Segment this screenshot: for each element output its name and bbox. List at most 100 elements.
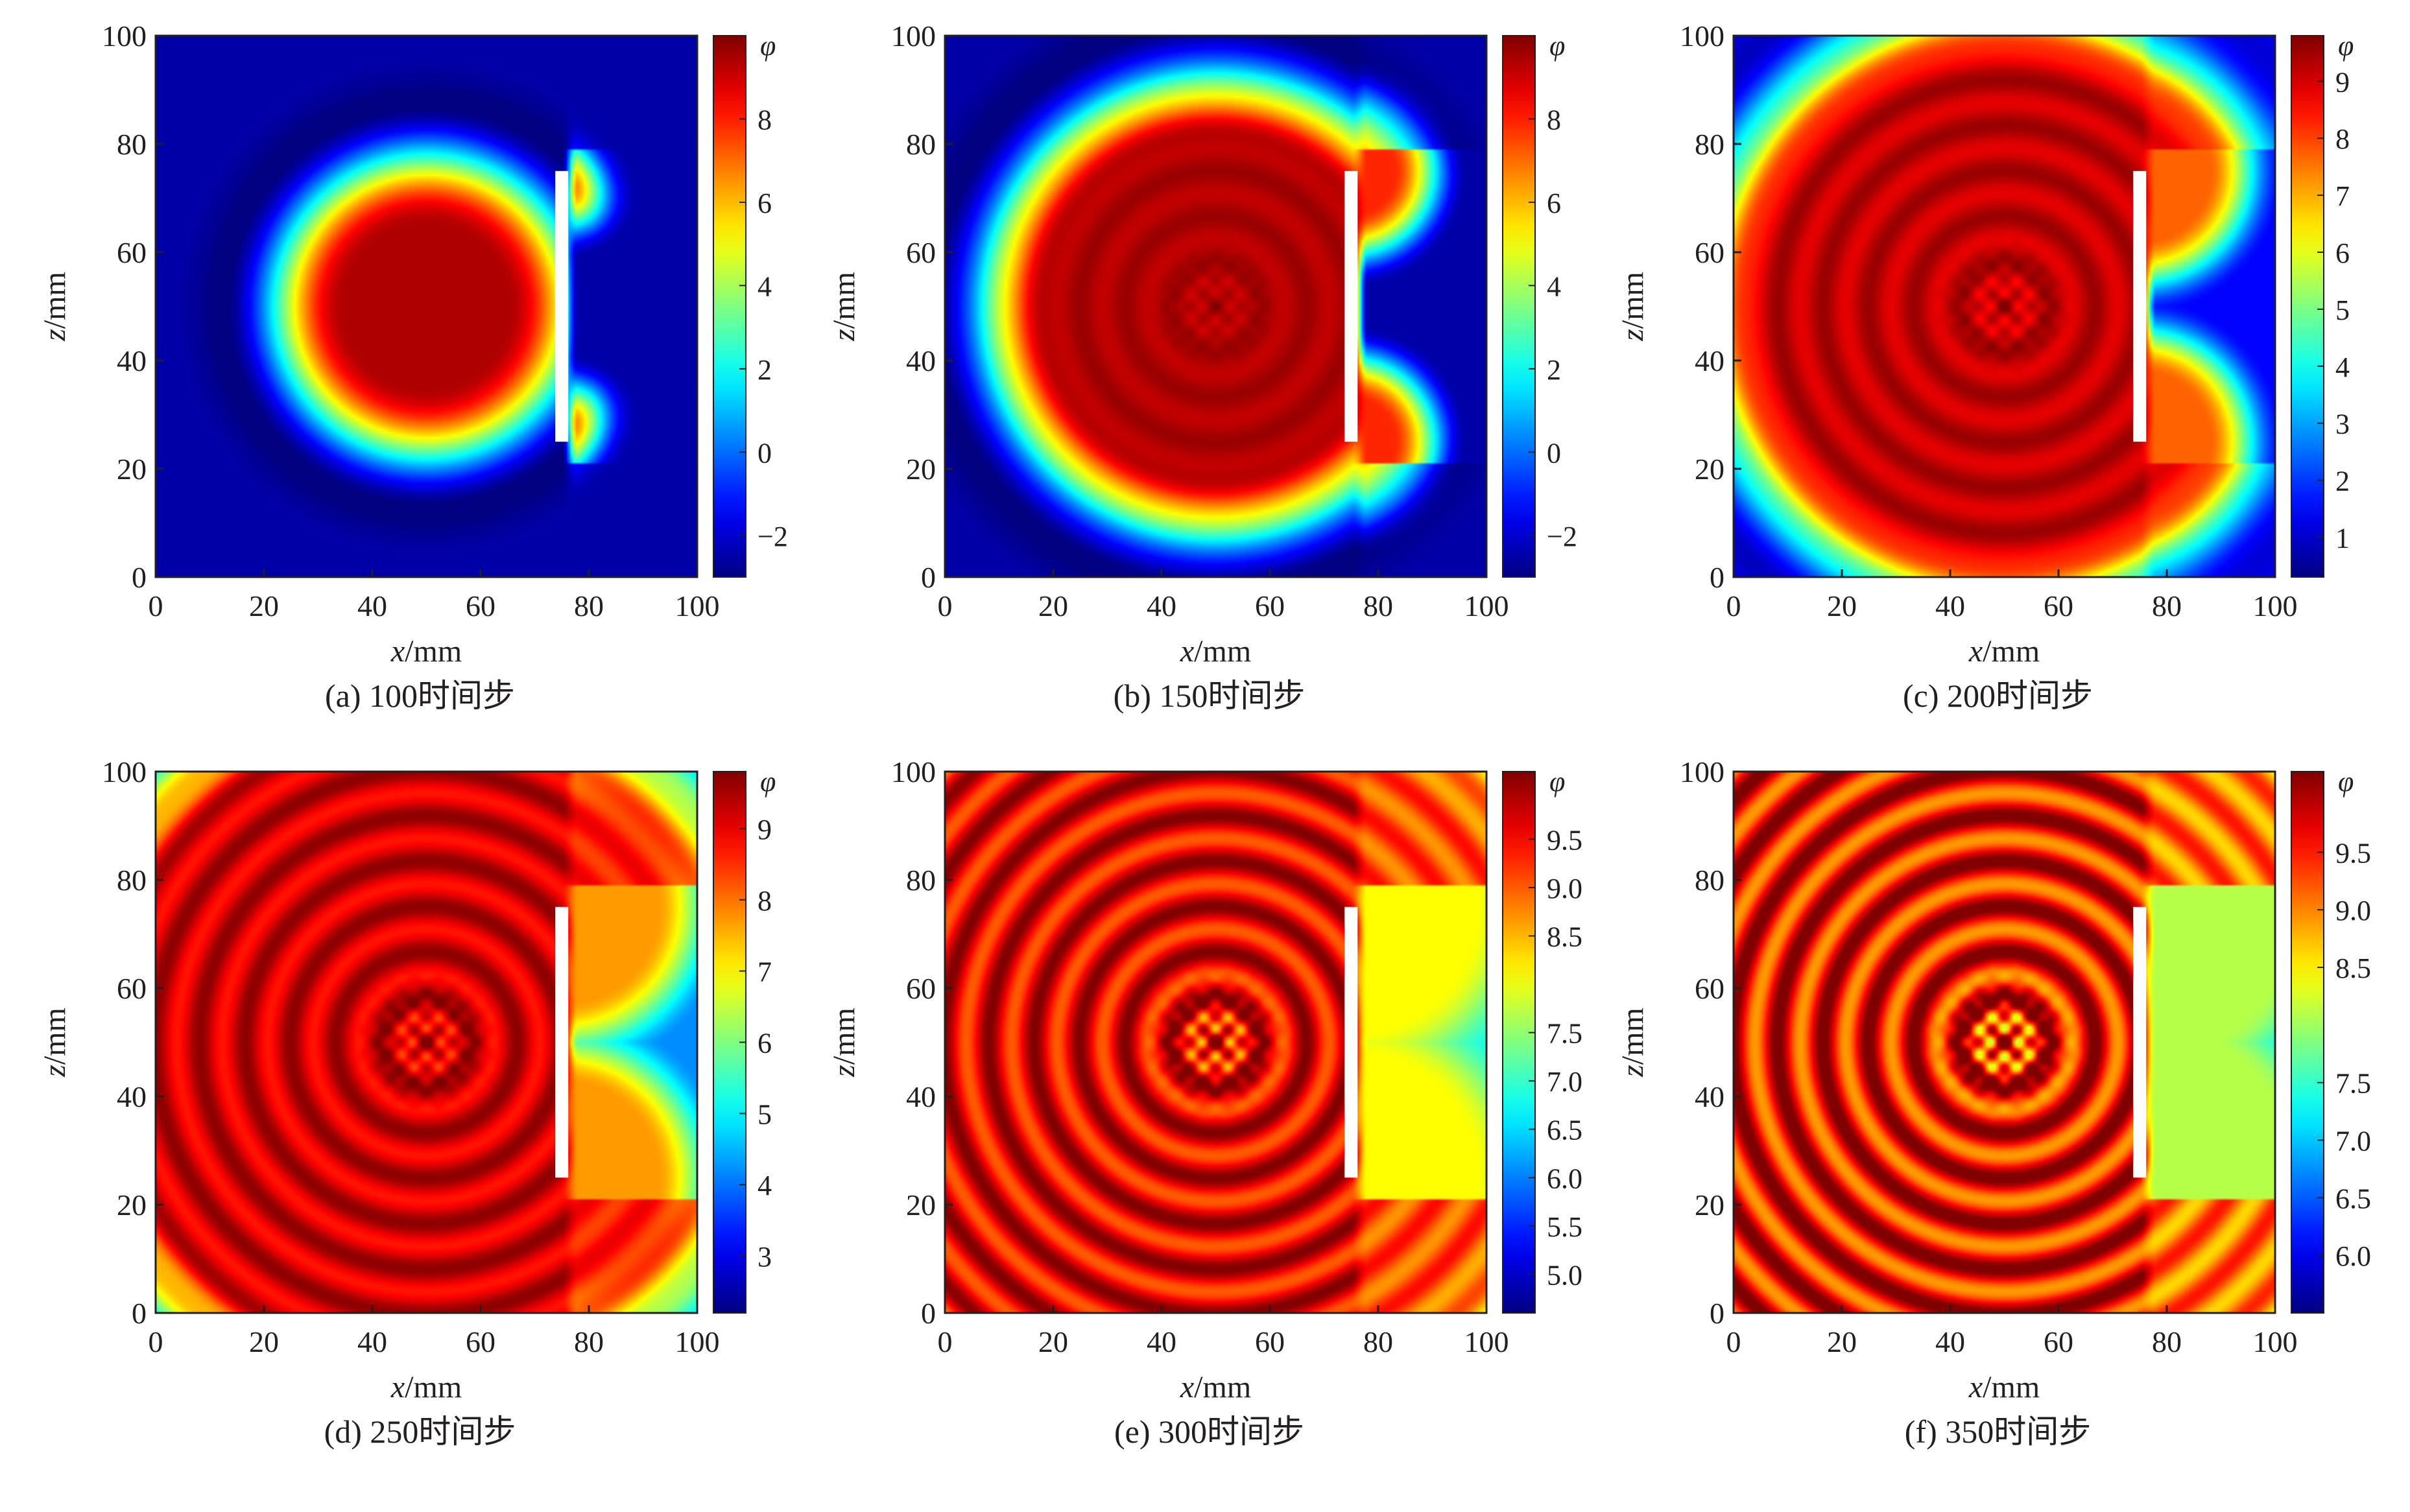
y-tick-label: 80 xyxy=(117,128,147,161)
y-tick-label: 40 xyxy=(906,1080,936,1113)
colorbar-symbol: φ xyxy=(2338,766,2354,797)
colorbar-tick-label: 7.0 xyxy=(1547,1066,1582,1098)
heatmap-image xyxy=(1734,36,2275,577)
colorbar-tick-label: 7.5 xyxy=(1547,1018,1582,1050)
x-tick-label: 60 xyxy=(1255,589,1285,622)
plot-frame xyxy=(1732,770,2276,1314)
x-tick-label: 20 xyxy=(1038,1325,1068,1358)
x-tick-label: 60 xyxy=(466,1325,495,1358)
colorbar-tick-label: −2 xyxy=(758,521,788,552)
x-axis-label: x/mm xyxy=(1968,1370,2040,1404)
colorbar-tick-label: 9.5 xyxy=(2335,837,2371,869)
plot-frame xyxy=(944,770,1488,1314)
colorbar-tick-label: 5.5 xyxy=(1547,1211,1582,1243)
colorbar-tick-label: 6.5 xyxy=(2335,1183,2371,1214)
panel-e: 0 20 40 60 80 100 0 20 40 60 80 100 x/mm z/mm (e) 300时… xyxy=(827,755,1582,1450)
y-tick-label: 100 xyxy=(102,755,147,788)
x-tick-label: 80 xyxy=(2152,1325,2182,1358)
y-tick-label: 100 xyxy=(1680,755,1724,788)
heatmap-image xyxy=(1734,772,2275,1313)
colorbar-tick-label: 8 xyxy=(1547,104,1561,136)
x-tick-label: 40 xyxy=(357,1325,387,1358)
x-tick-label: 100 xyxy=(675,1325,720,1358)
y-tick-label: 60 xyxy=(1695,972,1724,1005)
y-tick-label: 80 xyxy=(906,128,936,161)
y-axis-label: z/mm xyxy=(827,272,861,342)
plot-frame xyxy=(154,34,698,578)
y-tick-label: 0 xyxy=(921,1297,936,1330)
panel-caption: (b) 150时间步 xyxy=(1114,678,1306,714)
x-tick-label: 0 xyxy=(149,589,163,622)
x-tick-label: 0 xyxy=(938,1325,953,1358)
y-axis-label: z/mm xyxy=(38,1008,72,1078)
colorbar xyxy=(713,35,746,578)
x-tick-label: 20 xyxy=(249,589,279,622)
y-tick-label: 40 xyxy=(117,1080,147,1113)
colorbar-tick-label: 4 xyxy=(2335,351,2350,383)
x-axis-label: x/mm xyxy=(1180,634,1251,668)
barrier-plate xyxy=(2133,906,2147,1178)
colorbar xyxy=(2291,35,2324,578)
colorbar-tick-label: 3 xyxy=(2335,408,2350,440)
y-axis-label: z/mm xyxy=(38,272,72,342)
colorbar-tick-label: 0 xyxy=(758,437,772,469)
plot-frame xyxy=(944,34,1488,578)
y-axis-label: z/mm xyxy=(1616,1008,1650,1078)
x-tick-label: 80 xyxy=(574,589,604,622)
colorbar-tick-label: 5.0 xyxy=(1547,1259,1582,1291)
x-tick-label: 0 xyxy=(1726,1325,1741,1358)
colorbar-tick-label: 6 xyxy=(758,187,772,219)
panel-f: 0 20 40 60 80 100 0 20 40 60 80 100 x/mm z/mm (f) 350时… xyxy=(1616,755,2371,1450)
colorbar-tick-label: 2 xyxy=(758,354,772,386)
y-tick-label: 20 xyxy=(1695,1188,1724,1222)
colorbar xyxy=(2291,771,2324,1314)
y-tick-label: 0 xyxy=(132,561,147,594)
colorbar-tick-label: 8.5 xyxy=(2335,952,2371,984)
barrier-plate xyxy=(555,171,569,442)
y-tick-label: 100 xyxy=(1680,19,1724,53)
y-tick-label: 100 xyxy=(102,19,147,53)
colorbar-tick-label: 7 xyxy=(758,956,772,988)
y-tick-label: 0 xyxy=(132,1297,147,1330)
y-tick-label: 80 xyxy=(1695,128,1724,161)
y-tick-label: 40 xyxy=(1695,1080,1724,1113)
colorbar-symbol: φ xyxy=(2338,30,2354,62)
x-tick-label: 40 xyxy=(1935,589,1965,622)
heatmap-image xyxy=(156,36,697,577)
colorbar-tick-label: 7.5 xyxy=(2335,1068,2371,1100)
colorbar-tick-label: 5 xyxy=(2335,294,2350,326)
colorbar-tick-label: 9.5 xyxy=(1547,824,1582,856)
y-tick-label: 20 xyxy=(117,453,147,486)
x-tick-label: 60 xyxy=(2044,1325,2073,1358)
barrier-plate xyxy=(2133,171,2147,442)
x-tick-label: 100 xyxy=(2253,589,2298,622)
colorbar-symbol: φ xyxy=(760,766,776,797)
y-tick-label: 60 xyxy=(906,972,936,1005)
x-tick-label: 40 xyxy=(1147,1325,1176,1358)
x-tick-label: 40 xyxy=(357,589,387,622)
y-tick-label: 0 xyxy=(921,561,936,594)
y-tick-label: 20 xyxy=(906,1188,936,1222)
y-tick-label: 40 xyxy=(1695,344,1724,377)
panel-caption: (c) 200时间步 xyxy=(1903,678,2093,714)
colorbar-tick-label: 2 xyxy=(2335,466,2350,497)
colorbar-tick-label: 6.0 xyxy=(2335,1240,2371,1272)
barrier-plate xyxy=(1344,171,1358,442)
x-tick-label: 0 xyxy=(938,589,953,622)
y-tick-label: 60 xyxy=(117,236,147,269)
barrier-plate xyxy=(555,906,569,1178)
colorbar-tick-label: 9 xyxy=(2335,66,2350,98)
x-axis-label: x/mm xyxy=(390,1370,462,1404)
colorbar-tick-label: 3 xyxy=(758,1241,772,1273)
y-tick-label: 40 xyxy=(117,344,147,377)
colorbar-tick-label: 4 xyxy=(758,270,772,302)
x-tick-label: 60 xyxy=(2044,589,2073,622)
colorbar-tick-label: −2 xyxy=(1547,521,1577,552)
plot-frame xyxy=(1732,34,2276,578)
colorbar-tick-label: 6 xyxy=(2335,237,2350,269)
colorbar-tick-label: 0 xyxy=(1547,437,1561,469)
colorbar-tick-label: 9 xyxy=(758,814,772,845)
